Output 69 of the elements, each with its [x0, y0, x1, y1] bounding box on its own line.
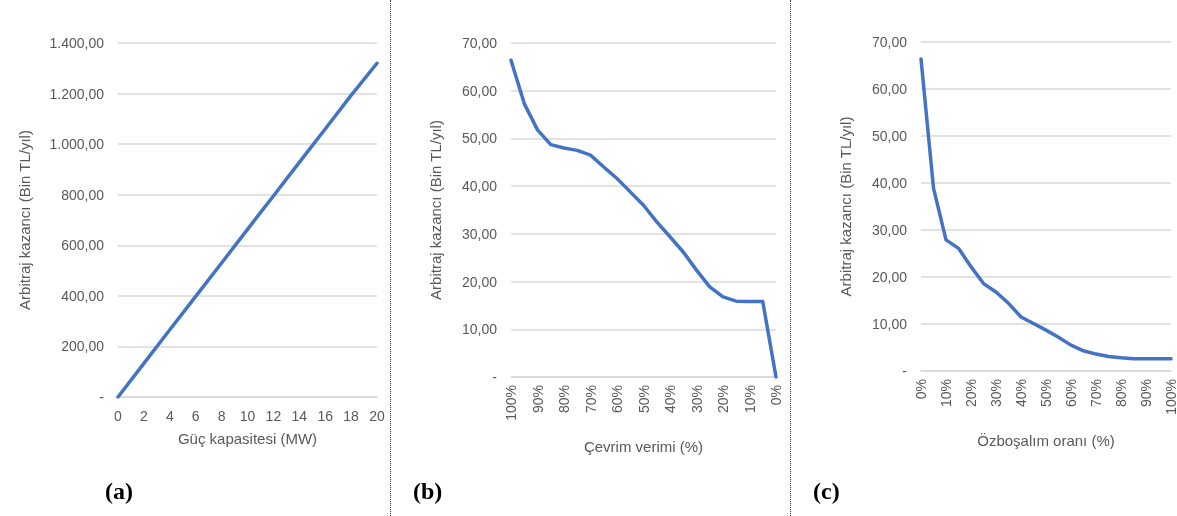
y-tick-label: -: [99, 389, 105, 405]
x-tick-label: 80%: [556, 385, 572, 414]
x-tick-label: 8: [217, 408, 226, 424]
y-tick-label: 800,00: [61, 186, 105, 203]
x-tick-label: 10: [239, 408, 256, 424]
x-tick-label: 100%: [1163, 379, 1177, 415]
x-tick-label: 0: [114, 408, 123, 424]
x-tick-label: 20: [369, 408, 385, 424]
x-tick-label: 30%: [688, 385, 705, 414]
x-axis-title: Çevrim verimi (%): [583, 438, 704, 455]
y-axis-title: Arbitraj kazancı (Bin TL/yıl): [16, 130, 33, 310]
x-tick-label: 70%: [1088, 379, 1104, 408]
x-tick-label: 80%: [1113, 379, 1129, 408]
x-tick-label: 90%: [529, 385, 546, 414]
y-tick-label: 1.400,00: [49, 35, 105, 51]
x-axis-title: Güç kapasitesi (MW): [177, 430, 318, 447]
y-tick-label: 1.000,00: [49, 136, 105, 153]
text: (a): [105, 478, 133, 504]
x-tick-label: 12: [265, 408, 282, 424]
x-tick-label: 10%: [741, 385, 758, 414]
x-tick-label: 50%: [635, 385, 652, 414]
y-tick-label: 1.200,00: [49, 85, 105, 102]
y-tick-label: -: [902, 363, 908, 379]
x-tick-label: 70%: [582, 385, 599, 414]
y-tick-label: 60,00: [871, 81, 908, 97]
y-tick-label: 400,00: [61, 287, 105, 304]
y-tick-label: 200,00: [61, 338, 105, 355]
x-tick-label: 90%: [1138, 379, 1154, 408]
y-tick-label: 10,00: [461, 321, 498, 338]
y-axis-title: Arbitraj kazancı (Bin TL/yıl): [427, 120, 444, 300]
y-tick-label: 30,00: [871, 222, 908, 238]
line-series: [116, 61, 379, 399]
y-tick-label: 50,00: [871, 128, 908, 144]
y-tick-label: 40,00: [461, 178, 498, 195]
x-tick-label: 2: [140, 408, 148, 424]
y-axis-title: Arbitraj kazancı (Bin TL/yıl): [837, 116, 854, 297]
x-tick-label: 0%: [768, 385, 784, 406]
line-series: [919, 57, 1173, 361]
x-tick-label: 40%: [662, 385, 678, 414]
text: (c): [813, 478, 840, 504]
line-series: [509, 58, 778, 379]
x-tick-label: 20%: [715, 385, 731, 414]
x-tick-label: 100%: [503, 385, 519, 421]
x-tick-label: 20%: [963, 379, 979, 408]
y-tick-label: 600,00: [61, 237, 105, 254]
y-tick-label: 20,00: [871, 269, 908, 285]
y-tick-label: 60,00: [461, 82, 498, 99]
x-tick-label: 50%: [1038, 379, 1054, 408]
y-tick-label: 20,00: [461, 273, 498, 290]
x-tick-label: 30%: [988, 379, 1004, 408]
x-tick-label: 18: [343, 408, 360, 424]
x-tick-label: 14: [291, 408, 308, 424]
y-tick-label: 70,00: [461, 35, 498, 51]
x-tick-label: 6: [191, 408, 200, 424]
y-tick-label: 30,00: [461, 225, 498, 242]
y-tick-label: 70,00: [871, 34, 908, 50]
x-tick-label: 40%: [1013, 379, 1029, 408]
y-tick-label: 40,00: [871, 175, 908, 191]
y-tick-label: 10,00: [871, 316, 908, 332]
x-axis-title: Özboşalım oranı (%): [977, 432, 1115, 449]
x-tick-label: 16: [317, 408, 334, 424]
y-tick-label: 50,00: [461, 130, 498, 147]
x-tick-label: 0%: [913, 379, 929, 400]
x-tick-label: 60%: [1063, 379, 1079, 408]
x-tick-label: 60%: [609, 385, 625, 414]
text: (b): [413, 478, 443, 504]
x-tick-label: 10%: [938, 379, 954, 408]
x-tick-label: 4: [165, 408, 174, 424]
y-tick-label: -: [492, 369, 498, 385]
